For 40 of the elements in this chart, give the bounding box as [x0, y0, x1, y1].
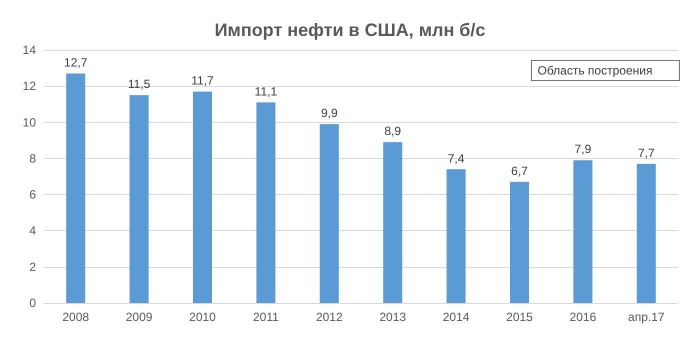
- x-tick-label: 2011: [252, 310, 280, 324]
- y-tick-label: 12: [22, 79, 36, 94]
- data-label: 7,7: [638, 146, 655, 160]
- data-label: 11,7: [191, 74, 214, 88]
- y-tick-label: 4: [29, 224, 36, 238]
- x-tick-label: апр.17: [628, 310, 665, 324]
- data-label: 11,5: [128, 77, 151, 92]
- bar: [446, 169, 466, 303]
- bar: [192, 92, 212, 303]
- data-label: 7,9: [574, 142, 592, 156]
- bar: [66, 73, 86, 303]
- bar: [130, 95, 149, 303]
- x-tick-label: 2012: [316, 310, 343, 324]
- y-tick-label: 0: [29, 296, 36, 310]
- data-label: 11,1: [254, 84, 278, 98]
- bar: [256, 102, 276, 303]
- x-tick-label: 2008: [62, 310, 90, 324]
- x-tick-label: 2016: [570, 310, 597, 324]
- y-tick-label: 8: [29, 151, 36, 166]
- data-label: 7,4: [448, 151, 465, 166]
- chart-title: Импорт нефти в США, млн б/с: [214, 20, 486, 40]
- data-label: 9,9: [320, 106, 338, 120]
- y-tick-label: 10: [22, 115, 36, 130]
- bar: [320, 124, 339, 303]
- x-tick-label: 2009: [126, 310, 153, 324]
- bar: [510, 182, 530, 303]
- bar: [383, 142, 402, 303]
- data-label: 12,7: [64, 55, 88, 70]
- bar: [636, 164, 656, 303]
- x-tick-label: 2014: [442, 310, 470, 324]
- x-tick-label: 2013: [379, 310, 406, 324]
- x-tick-label: 2010: [189, 310, 216, 324]
- y-tick-label: 14: [22, 43, 36, 57]
- data-label: 8,9: [384, 124, 402, 138]
- bar: [573, 160, 592, 303]
- annotation: Область построения: [538, 64, 652, 78]
- y-tick-label: 2: [29, 260, 36, 274]
- data-label: 6,7: [511, 164, 528, 178]
- y-tick-label: 6: [29, 188, 36, 202]
- x-tick-label: 2015: [506, 310, 534, 324]
